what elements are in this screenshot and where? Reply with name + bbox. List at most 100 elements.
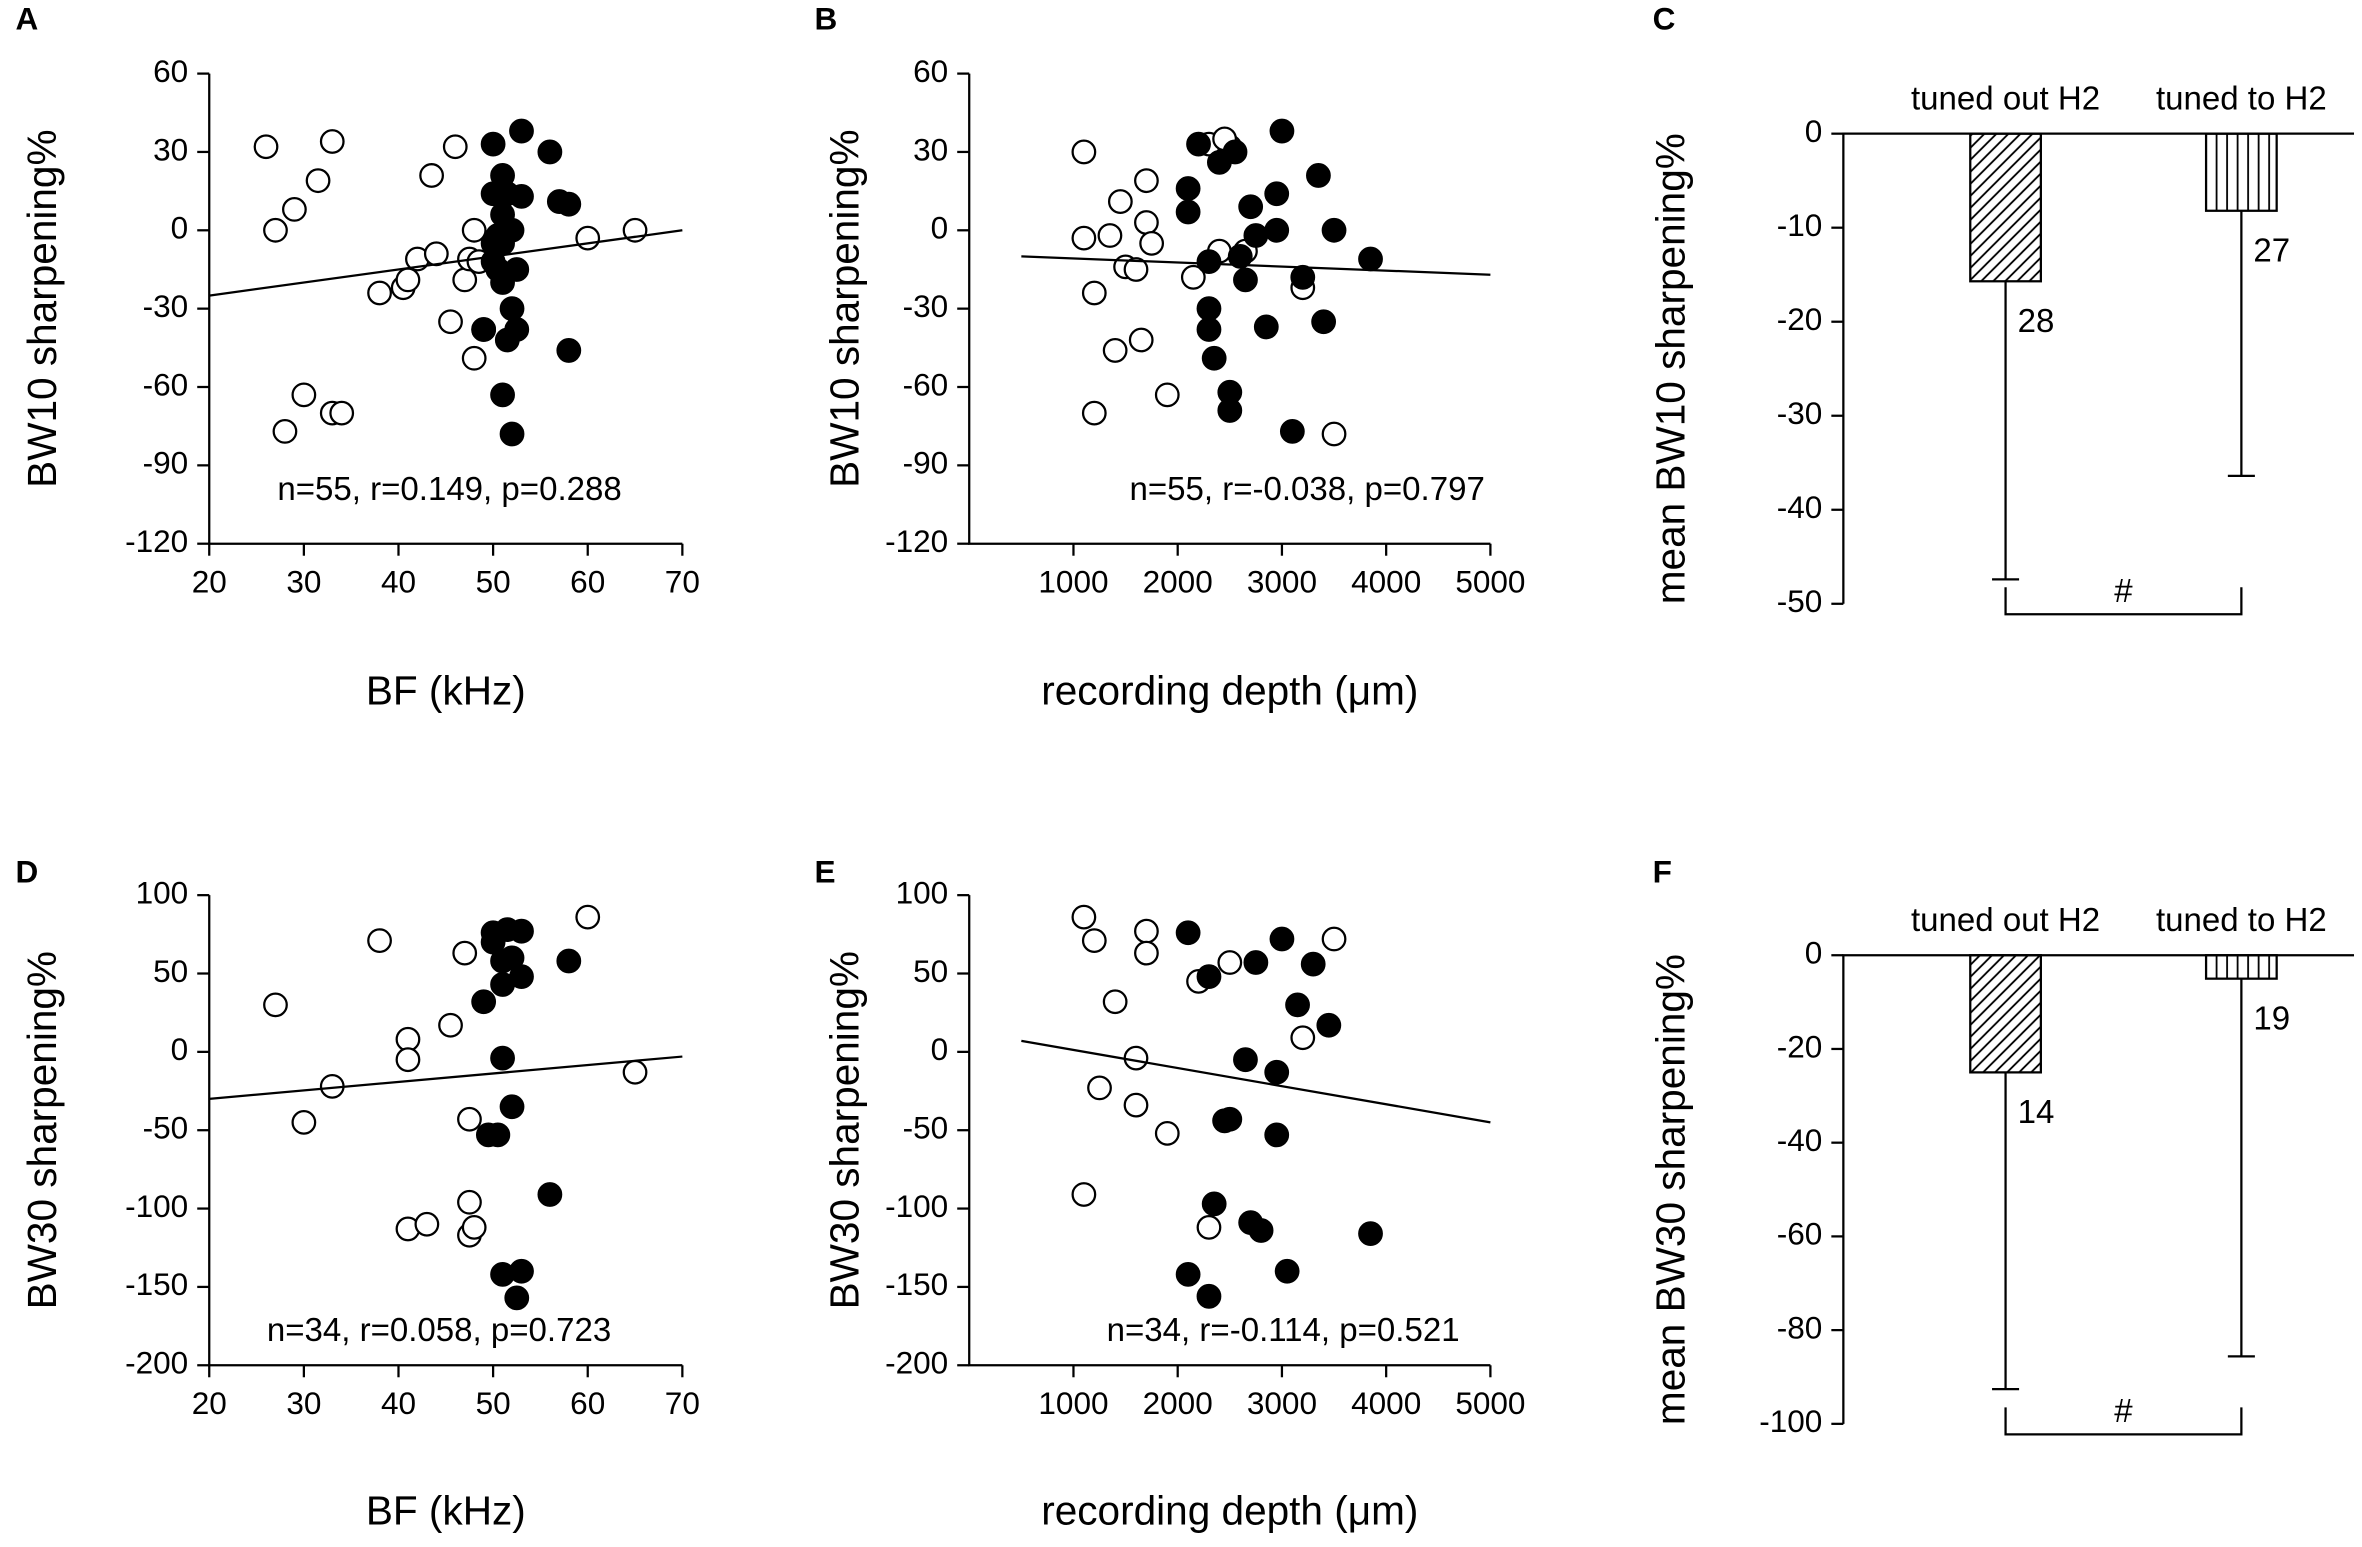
point	[1243, 950, 1269, 975]
y-tick-label: 60	[913, 53, 948, 89]
point	[1123, 1092, 1149, 1118]
point	[1306, 163, 1331, 188]
y-tick-label: 100	[896, 874, 949, 910]
point	[1196, 1214, 1222, 1240]
point	[423, 241, 449, 267]
point	[1285, 992, 1310, 1018]
x-axis-label: BF (kHz)	[366, 668, 526, 714]
point	[1139, 230, 1165, 256]
point	[1107, 189, 1133, 214]
y-tick-label: -60	[1777, 1216, 1823, 1252]
y-tick-label: -60	[903, 366, 949, 402]
point	[485, 1122, 511, 1148]
point	[1321, 926, 1347, 952]
point	[1081, 280, 1107, 306]
point	[556, 948, 582, 974]
y-tick-label: 30	[153, 131, 188, 167]
x-tick-label: 30	[286, 564, 321, 600]
count-label: 28	[2018, 303, 2055, 340]
y-tick-label: -60	[143, 366, 189, 402]
point	[1358, 1221, 1383, 1247]
x-tick-label: 50	[476, 1385, 511, 1421]
point	[419, 163, 444, 188]
annotation: n=34, r=-0.114, p=0.521	[1107, 1312, 1460, 1349]
point	[1300, 951, 1326, 977]
x-tick-label: 4000	[1351, 564, 1421, 600]
point	[1102, 989, 1128, 1015]
point	[1175, 1261, 1201, 1287]
point	[575, 225, 601, 251]
point	[1097, 223, 1123, 248]
x-tick-label: 70	[665, 1385, 700, 1421]
point	[1269, 926, 1295, 952]
point	[1071, 1182, 1097, 1207]
point	[499, 421, 525, 447]
point	[395, 267, 421, 293]
point	[1196, 964, 1222, 990]
point	[1248, 1218, 1274, 1243]
y-tick-label: 0	[171, 210, 189, 246]
x-axis-label: recording depth (μm)	[1041, 668, 1418, 714]
x-tick-label: 50	[476, 564, 511, 600]
bar	[2204, 954, 2278, 980]
point	[1071, 139, 1097, 165]
point	[471, 989, 497, 1015]
point	[1264, 1122, 1290, 1148]
x-tick-label: 5000	[1455, 1385, 1525, 1421]
point	[1238, 194, 1264, 220]
y-tick-label: -30	[903, 288, 949, 324]
point	[1071, 904, 1097, 930]
point	[537, 139, 563, 165]
point	[1358, 246, 1383, 272]
fit-line	[209, 1055, 683, 1100]
y-tick-label: -50	[143, 1110, 189, 1146]
count-label: 19	[2253, 1000, 2290, 1037]
y-axis-label: BW30 sharpening%	[19, 951, 65, 1309]
x-tick-label: 60	[570, 564, 605, 600]
x-tick-label: 3000	[1247, 564, 1317, 600]
point	[494, 181, 520, 207]
x-tick-label: 40	[381, 564, 416, 600]
significance-bracket	[2004, 587, 2243, 616]
bar	[2204, 132, 2278, 212]
point	[1196, 249, 1222, 275]
y-tick-label: -50	[903, 1110, 949, 1146]
y-tick-label: -80	[1777, 1309, 1823, 1345]
fit-line	[209, 229, 683, 297]
axes	[208, 895, 683, 1367]
point	[1123, 257, 1149, 282]
fit-line	[1021, 255, 1491, 276]
point	[1264, 181, 1290, 207]
point	[263, 992, 288, 1018]
y-axis-label: BW10 sharpening%	[19, 129, 65, 487]
x-tick-label: 70	[665, 564, 700, 600]
point	[291, 1109, 317, 1135]
point	[1233, 1047, 1258, 1073]
panel-letter: B	[815, 0, 838, 36]
x-tick-label: 2000	[1143, 564, 1213, 600]
y-tick-label: -120	[885, 523, 948, 559]
point	[1180, 264, 1206, 290]
fit-line	[1021, 1039, 1491, 1124]
category-label: tuned out H2	[1911, 902, 2100, 939]
point	[622, 1059, 648, 1085]
y-tick-label: -20	[1777, 1028, 1823, 1064]
point	[395, 1026, 421, 1052]
significance-label: #	[2114, 573, 2133, 610]
x-axis-label: BF (kHz)	[366, 1488, 526, 1534]
panel-letter: D	[15, 853, 38, 889]
annotation: n=55, r=0.149, p=0.288	[277, 471, 621, 508]
y-axis-label: mean BW10 sharpening%	[1647, 133, 1693, 604]
y-tick-label: 0	[171, 1031, 189, 1067]
point	[1134, 918, 1159, 944]
point	[504, 257, 530, 282]
point	[291, 382, 317, 408]
y-tick-label: 60	[153, 53, 188, 89]
x-tick-label: 20	[192, 1385, 227, 1421]
point	[509, 1258, 534, 1284]
point	[1227, 244, 1253, 269]
count-label: 14	[2018, 1094, 2055, 1131]
y-tick-label: -40	[1777, 1122, 1823, 1158]
point	[461, 217, 487, 243]
point	[1128, 327, 1154, 353]
